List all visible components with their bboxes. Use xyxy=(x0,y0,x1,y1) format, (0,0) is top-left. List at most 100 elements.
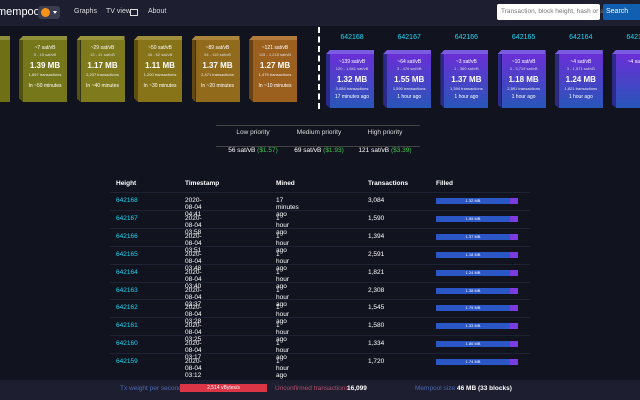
table-cell: 3,084 xyxy=(368,197,385,204)
table-cell: 1 hour ago xyxy=(276,250,290,272)
table-cell[interactable]: 642165 xyxy=(116,250,138,258)
table-cell[interactable]: 642167 xyxy=(116,214,138,222)
filled-bar: 1.33 MB xyxy=(436,323,518,330)
block-side xyxy=(191,40,196,102)
block-fee-range: 1 - 360 sat/vB xyxy=(454,66,479,71)
block-face: ~121 sat/vB 115 - 1,218 sat/vB 1.27 MB 1,47… xyxy=(253,40,297,102)
projected-block: ~121 sat/vB 115 - 1,218 sat/vB 1.27 MB 1,47… xyxy=(249,36,297,102)
table-cell: 1,334 xyxy=(368,340,385,348)
block-face: ~64 sat/vB 3 - 476 sat/vB 1.55 MB 1,590 tra… xyxy=(387,54,432,108)
table-cell: 1 hour ago xyxy=(276,232,290,254)
block-height[interactable]: 642168 xyxy=(340,34,364,41)
block-median-fee: ~4 sat/vB xyxy=(627,59,640,65)
mined-block[interactable]: 642168 ~139 sat/vB 120 - 1,841 sat/vB 1.32 … xyxy=(326,34,374,108)
block-transactions: 2,471 transactions xyxy=(201,72,234,77)
table-cell[interactable]: 642160 xyxy=(116,340,138,348)
nav-link[interactable]: About xyxy=(148,8,167,15)
block-eta: In ~10 minutes xyxy=(258,83,292,89)
table-cell: 2020-08-04 03:12 xyxy=(185,358,202,380)
block-top xyxy=(76,36,125,40)
block-size: 1.37 MB xyxy=(202,61,233,70)
filled-bar-text: 1.24 MB xyxy=(465,269,481,275)
filled-bar-progress xyxy=(436,323,510,330)
mined-block[interactable]: 642164 ~4 sat/vB 3 - 1,571 sat/vB 1.24 MB 1,… xyxy=(554,34,603,108)
block-side xyxy=(440,54,445,108)
block-size: 1.17 MB xyxy=(87,61,118,70)
table-cell: 2020-08-04 04:41 xyxy=(185,197,202,218)
block-fee-range: 115 - 1,218 sat/vB xyxy=(258,52,292,57)
table-cell[interactable]: 642166 xyxy=(116,232,138,240)
row-divider xyxy=(110,227,530,229)
table-cell: 1 hour ago xyxy=(276,304,290,326)
block-eta: In ~20 minutes xyxy=(201,83,234,89)
block-height[interactable]: 642163 xyxy=(626,34,640,41)
block-size: 1.11 MB xyxy=(145,61,175,70)
block-eta: In ~50 minutes xyxy=(28,83,62,89)
table-cell: 2,591 xyxy=(368,250,385,258)
network-selector[interactable] xyxy=(38,6,60,19)
filled-bar-progress xyxy=(436,233,510,240)
mined-block[interactable]: 642163 ~4 sat/vB xyxy=(612,34,640,108)
filled-bar-text: 1.86 MB xyxy=(465,341,481,347)
block-median-fee: ~7 sat/vB xyxy=(34,45,56,51)
block-median-fee: ~29 sat/vB xyxy=(90,45,115,51)
block-top xyxy=(440,50,489,54)
table-cell: 2020-08-04 03:28 xyxy=(185,304,202,326)
block-height[interactable]: 642166 xyxy=(454,34,479,41)
table-cell[interactable]: 642164 xyxy=(116,268,138,276)
bitcoin-icon xyxy=(41,8,50,17)
table-cell[interactable]: 642168 xyxy=(116,197,138,204)
block-height[interactable]: 642165 xyxy=(511,34,536,41)
filled-bar-progress xyxy=(436,251,510,258)
block-face: ~29 sat/vB 15 - 41 sat/vB 1.17 MB 2,207 tra… xyxy=(80,40,125,102)
block-side xyxy=(554,54,559,108)
table-cell: 17 minutes ago xyxy=(276,197,299,218)
block-size: 1.39 MB xyxy=(29,61,61,70)
block-eta: In ~40 minutes xyxy=(86,83,119,89)
table-cell: 2020-08-04 03:48 xyxy=(185,250,202,272)
filled-bar: 1.32 MB xyxy=(436,198,518,204)
block-fee-range: 46 - 62 sat/vB xyxy=(147,52,173,57)
block-time: 1 hour ago xyxy=(454,94,479,100)
row-divider xyxy=(110,317,530,319)
fee-value: 56 sat/vB xyxy=(228,147,256,154)
search-button[interactable]: Search xyxy=(603,4,640,20)
table-cell[interactable]: 642159 xyxy=(116,358,138,366)
table-cell[interactable]: 642161 xyxy=(116,322,138,330)
table-cell: 1 hour ago xyxy=(276,268,290,290)
block-top xyxy=(497,50,546,54)
block-top xyxy=(134,36,182,40)
table-header: Filled xyxy=(436,180,453,187)
caret xyxy=(53,11,57,14)
filled-bar-progress xyxy=(436,359,510,366)
block-median-fee: ~139 sat/vB xyxy=(338,59,366,65)
nav-link[interactable]: TV view xyxy=(106,8,131,15)
mined-block[interactable]: 642166 ~3 sat/vB 1 - 360 sat/vB 1.37 MB 1,39… xyxy=(440,34,489,108)
table-cell: 1,821 xyxy=(368,268,385,276)
logo[interactable]: mempool xyxy=(0,6,43,18)
block-top xyxy=(326,50,374,54)
filled-bar: 1.18 MB xyxy=(436,251,518,258)
fee-value: 69 sat/vB xyxy=(294,147,322,154)
table-cell[interactable]: 642162 xyxy=(116,304,138,312)
block-fee-range: 120 - 1,841 sat/vB xyxy=(335,66,369,71)
nav-link[interactable]: Graphs xyxy=(74,8,97,15)
mined-block[interactable]: 642167 ~64 sat/vB 3 - 476 sat/vB 1.55 MB 1,5… xyxy=(383,34,432,108)
table-cell: 1 hour ago xyxy=(276,214,290,236)
block-transactions: 2,591 transactions xyxy=(507,86,540,91)
projected-block: ~89 sat/vB 64 - 115 sat/vB 1.37 MB 2,471 tr… xyxy=(191,36,240,102)
table-cell[interactable]: 642163 xyxy=(116,286,138,294)
search-input[interactable]: Transaction, block height, hash or addre… xyxy=(497,4,623,20)
filled-bar: 1.74 MB xyxy=(436,359,518,366)
block-eta: In ~30 minutes xyxy=(143,83,177,89)
mined-block[interactable]: 642165 ~10 sat/vB 3 - 3,719 sat/vB 1.18 MB 2… xyxy=(497,34,546,108)
block-size: 1.27 MB xyxy=(259,61,291,70)
fee-value-row: 121 sat/vB ($3.39) xyxy=(340,147,430,154)
filled-bar-progress xyxy=(436,341,510,348)
block-height[interactable]: 642167 xyxy=(397,34,421,41)
block-height[interactable]: 642164 xyxy=(569,34,593,41)
filled-bar: 1.38 MB xyxy=(436,287,518,294)
block-fee-range: 5 - 15 sat/vB xyxy=(33,52,57,57)
table-cell: 1,580 xyxy=(368,322,385,330)
block-face: ~3 sat/vB 1 - 360 sat/vB 1.37 MB 1,394 tran… xyxy=(444,54,489,108)
